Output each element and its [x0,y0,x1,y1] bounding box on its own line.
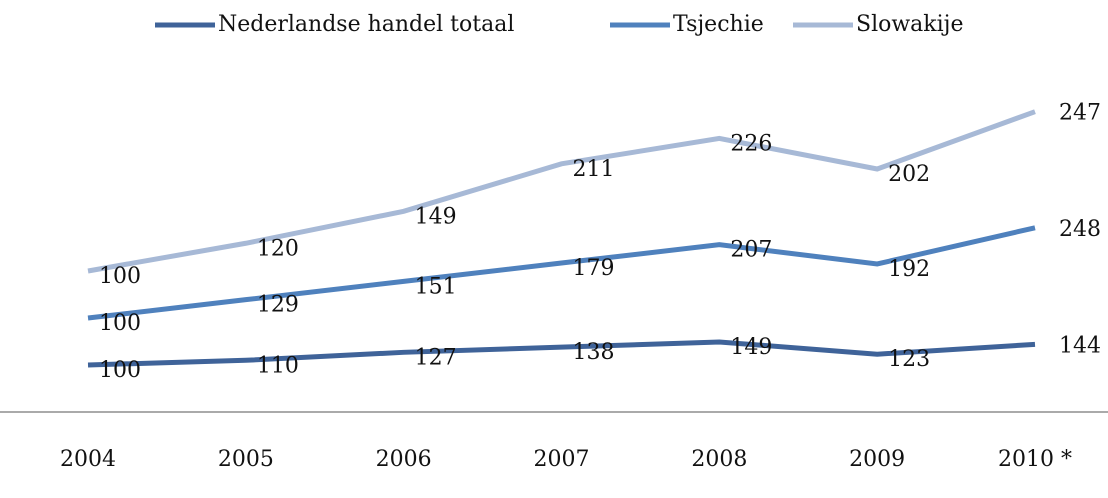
line [87,339,1036,368]
data-label: 247 [1059,101,1101,126]
data-label: 120 [257,236,299,261]
line [87,109,1036,274]
data-label: 110 [257,353,299,378]
line [87,225,1036,321]
x-tick-label: 2005 [218,447,274,472]
data-label: 144 [1059,333,1101,358]
data-label: 100 [99,311,141,336]
data-label: 211 [573,157,615,182]
data-label: 226 [730,131,772,156]
x-tick-label: 2008 [691,447,747,472]
x-tick-label: 2004 [60,447,116,472]
data-label: 100 [99,264,141,289]
data-label: 123 [888,347,930,372]
x-tick-label: 2010 * [998,447,1072,472]
x-tick-label: 2009 [849,447,905,472]
data-label: 192 [888,257,930,282]
data-label: 151 [415,274,457,299]
legend-label: Nederlandse handel totaal [218,12,514,37]
x-tick-label: 2007 [534,447,590,472]
data-label: 138 [573,340,615,365]
data-label: 179 [573,256,615,281]
data-label: 149 [730,335,772,360]
data-label: 207 [730,238,772,263]
data-label: 248 [1059,217,1101,242]
data-label: 149 [415,204,457,229]
legend-label: Slowakije [856,12,964,37]
data-label: 202 [888,162,930,187]
legend-label: Tsjechie [673,12,764,37]
data-label: 100 [99,358,141,383]
data-label: 129 [257,293,299,318]
x-tick-label: 2006 [376,447,432,472]
data-label: 127 [415,345,457,370]
